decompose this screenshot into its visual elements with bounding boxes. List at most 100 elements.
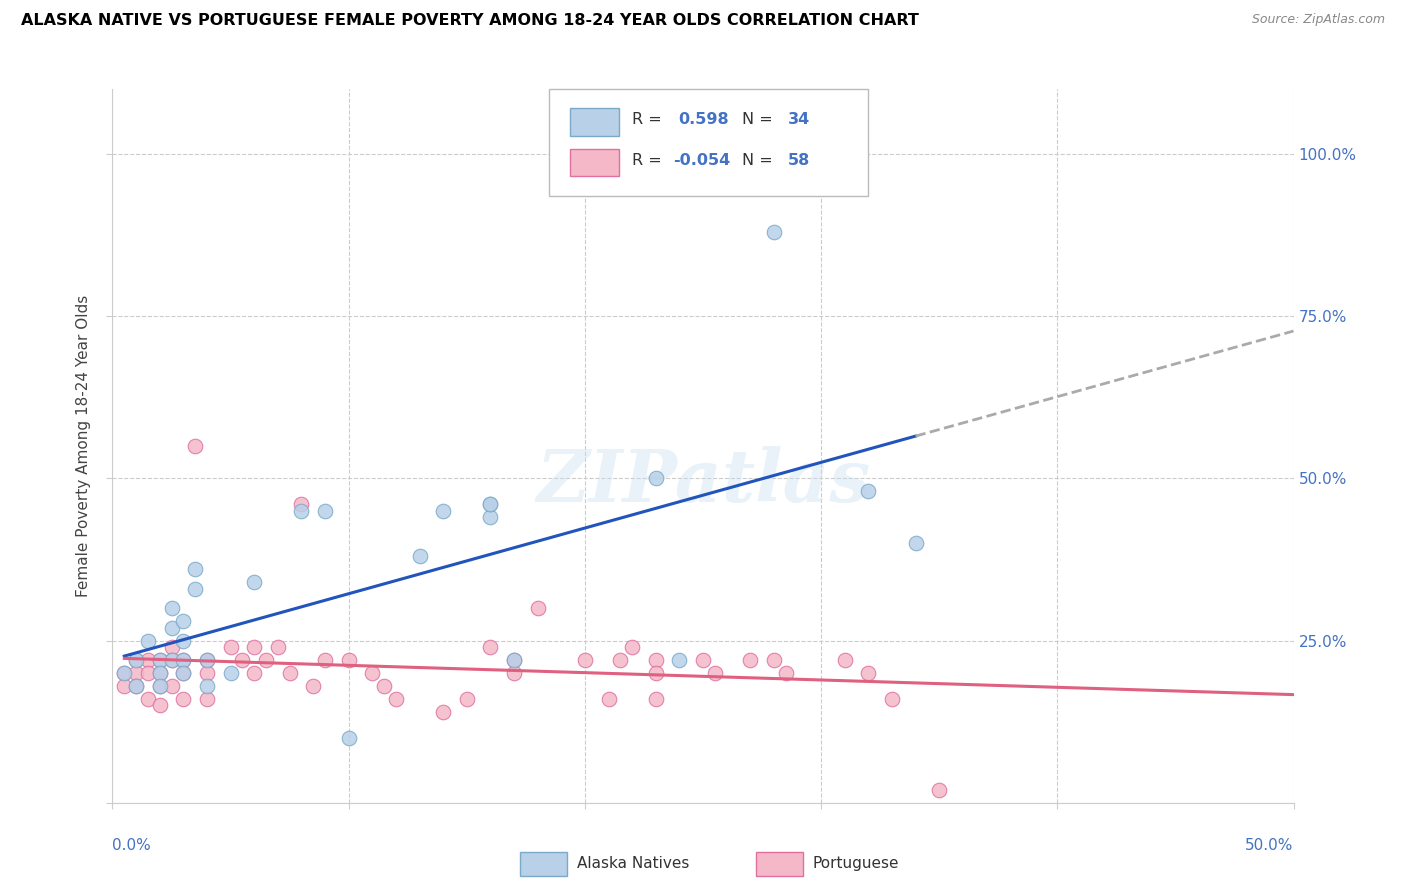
Text: Source: ZipAtlas.com: Source: ZipAtlas.com bbox=[1251, 13, 1385, 27]
Text: 0.0%: 0.0% bbox=[112, 838, 152, 854]
Point bbox=[172, 692, 194, 706]
Point bbox=[184, 562, 207, 576]
Point bbox=[290, 497, 312, 511]
Point bbox=[621, 640, 644, 654]
Point bbox=[160, 640, 183, 654]
Point bbox=[526, 601, 548, 615]
Point bbox=[479, 497, 502, 511]
Point bbox=[775, 666, 797, 681]
Point bbox=[195, 653, 218, 667]
Bar bbox=[520, 852, 567, 876]
Text: 58: 58 bbox=[787, 153, 810, 168]
Point bbox=[385, 692, 408, 706]
Point bbox=[243, 666, 266, 681]
Point bbox=[195, 653, 218, 667]
Text: N =: N = bbox=[742, 112, 778, 128]
Point bbox=[337, 653, 360, 667]
Point bbox=[172, 614, 194, 628]
Point bbox=[644, 471, 666, 485]
Point bbox=[172, 666, 194, 681]
Point bbox=[112, 666, 135, 681]
Point bbox=[703, 666, 725, 681]
Point bbox=[172, 653, 194, 667]
Point bbox=[149, 679, 172, 693]
Point bbox=[432, 504, 454, 518]
Point bbox=[254, 653, 277, 667]
Point bbox=[928, 782, 950, 797]
Point bbox=[337, 731, 360, 745]
Point bbox=[290, 504, 312, 518]
Point bbox=[880, 692, 903, 706]
Point bbox=[149, 653, 172, 667]
Point bbox=[149, 653, 172, 667]
Point bbox=[160, 679, 183, 693]
Point bbox=[136, 653, 159, 667]
Point bbox=[219, 640, 242, 654]
Point bbox=[231, 653, 253, 667]
Text: 50.0%: 50.0% bbox=[1246, 838, 1294, 854]
Point bbox=[136, 633, 159, 648]
Text: R =: R = bbox=[633, 153, 666, 168]
Point bbox=[574, 653, 596, 667]
Point bbox=[172, 653, 194, 667]
Point bbox=[609, 653, 631, 667]
Point bbox=[858, 666, 880, 681]
Point bbox=[479, 640, 502, 654]
Bar bbox=[756, 852, 803, 876]
Y-axis label: Female Poverty Among 18-24 Year Olds: Female Poverty Among 18-24 Year Olds bbox=[76, 295, 91, 597]
Point bbox=[503, 653, 526, 667]
Point bbox=[302, 679, 325, 693]
Point bbox=[195, 666, 218, 681]
Point bbox=[112, 679, 135, 693]
Point bbox=[243, 640, 266, 654]
Point bbox=[373, 679, 395, 693]
Text: -0.054: -0.054 bbox=[673, 153, 731, 168]
Point bbox=[149, 666, 172, 681]
Text: Portuguese: Portuguese bbox=[813, 856, 900, 871]
Point bbox=[267, 640, 290, 654]
Point bbox=[125, 679, 148, 693]
Point bbox=[432, 705, 454, 719]
Point bbox=[456, 692, 478, 706]
Point bbox=[762, 225, 785, 239]
Point bbox=[361, 666, 384, 681]
Point bbox=[644, 666, 666, 681]
Point bbox=[644, 692, 666, 706]
Point bbox=[644, 653, 666, 667]
Point bbox=[160, 653, 183, 667]
Point bbox=[834, 653, 856, 667]
Point bbox=[314, 653, 336, 667]
Point bbox=[668, 653, 690, 667]
Point bbox=[112, 666, 135, 681]
Point bbox=[598, 692, 620, 706]
Point bbox=[503, 653, 526, 667]
Point bbox=[479, 510, 502, 524]
Bar bbox=[569, 109, 619, 136]
Point bbox=[858, 484, 880, 499]
Point bbox=[503, 666, 526, 681]
Text: ALASKA NATIVE VS PORTUGUESE FEMALE POVERTY AMONG 18-24 YEAR OLDS CORRELATION CHA: ALASKA NATIVE VS PORTUGUESE FEMALE POVER… bbox=[21, 13, 920, 29]
Point bbox=[160, 621, 183, 635]
Point bbox=[136, 692, 159, 706]
Text: N =: N = bbox=[742, 153, 778, 168]
Point bbox=[160, 601, 183, 615]
Point bbox=[692, 653, 714, 667]
Point bbox=[125, 653, 148, 667]
Text: ZIPatlas: ZIPatlas bbox=[536, 446, 870, 517]
Point bbox=[125, 653, 148, 667]
Point bbox=[125, 666, 148, 681]
Point bbox=[172, 633, 194, 648]
Text: 34: 34 bbox=[787, 112, 810, 128]
Point bbox=[125, 679, 148, 693]
Point bbox=[219, 666, 242, 681]
Text: Alaska Natives: Alaska Natives bbox=[576, 856, 689, 871]
Point bbox=[762, 653, 785, 667]
Point bbox=[314, 504, 336, 518]
Point bbox=[149, 679, 172, 693]
Point bbox=[160, 653, 183, 667]
Point bbox=[408, 549, 430, 564]
Point bbox=[243, 575, 266, 590]
Point bbox=[149, 698, 172, 713]
Point bbox=[149, 666, 172, 681]
Point bbox=[195, 679, 218, 693]
